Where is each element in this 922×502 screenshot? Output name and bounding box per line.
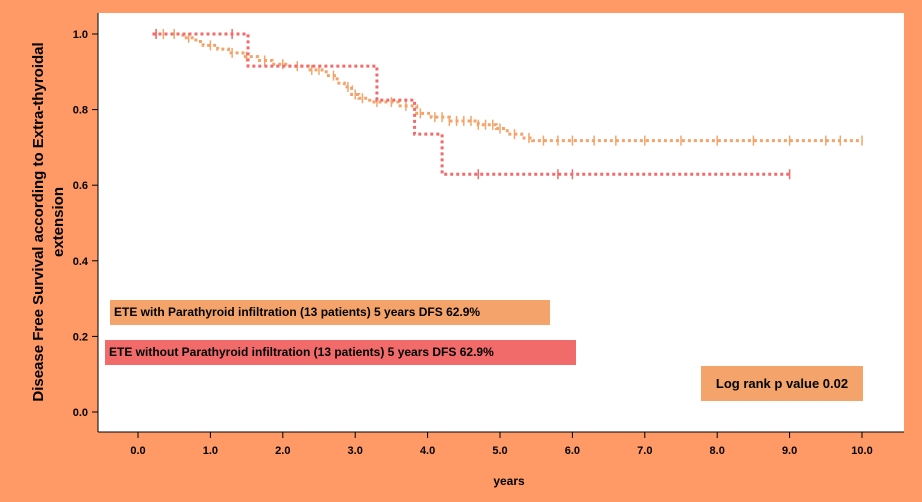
x-tick-label: 10.0	[851, 445, 872, 457]
y-tick-label: 0.4	[73, 256, 89, 268]
x-tick-label: 9.0	[782, 445, 797, 457]
axes: 0.0 0.2 0.4 0.6 0.8 1.0 0.0 1.0 2.0 3.0 4.0 5.0 6.0 7…	[73, 13, 904, 457]
series-layer	[152, 29, 863, 180]
survival-curve-1	[152, 32, 862, 143]
y-axis-title-line2: extension	[50, 187, 67, 257]
survival-curve-2	[152, 32, 790, 176]
x-tick-label: 6.0	[565, 445, 580, 457]
x-axis-title: years	[493, 474, 525, 488]
x-tick-label: 0.0	[130, 445, 145, 457]
x-tick-label: 8.0	[710, 445, 725, 457]
legend-ete-without: ETE without Parathyroid infiltration (13…	[105, 340, 576, 365]
log-rank-annotation: Log rank p value 0.02	[701, 366, 863, 401]
y-tick-label: 0.6	[73, 180, 88, 192]
x-tick-label: 7.0	[637, 445, 652, 457]
x-tick-label: 4.0	[420, 445, 435, 457]
y-axis-title-line1: Disease Free Survival according to Extra…	[30, 42, 47, 401]
y-tick-label: 0.2	[73, 331, 88, 343]
x-tick-label: 3.0	[348, 445, 363, 457]
y-tick-label: 0.8	[73, 105, 88, 117]
x-tick-label: 5.0	[492, 445, 507, 457]
y-tick-label: 0.0	[73, 407, 88, 419]
x-tick-label: 1.0	[203, 445, 218, 457]
y-tick-label: 1.0	[73, 29, 88, 41]
x-tick-label: 2.0	[275, 445, 290, 457]
legend-ete-with: ETE with Parathyroid infiltration (13 pa…	[110, 300, 550, 325]
